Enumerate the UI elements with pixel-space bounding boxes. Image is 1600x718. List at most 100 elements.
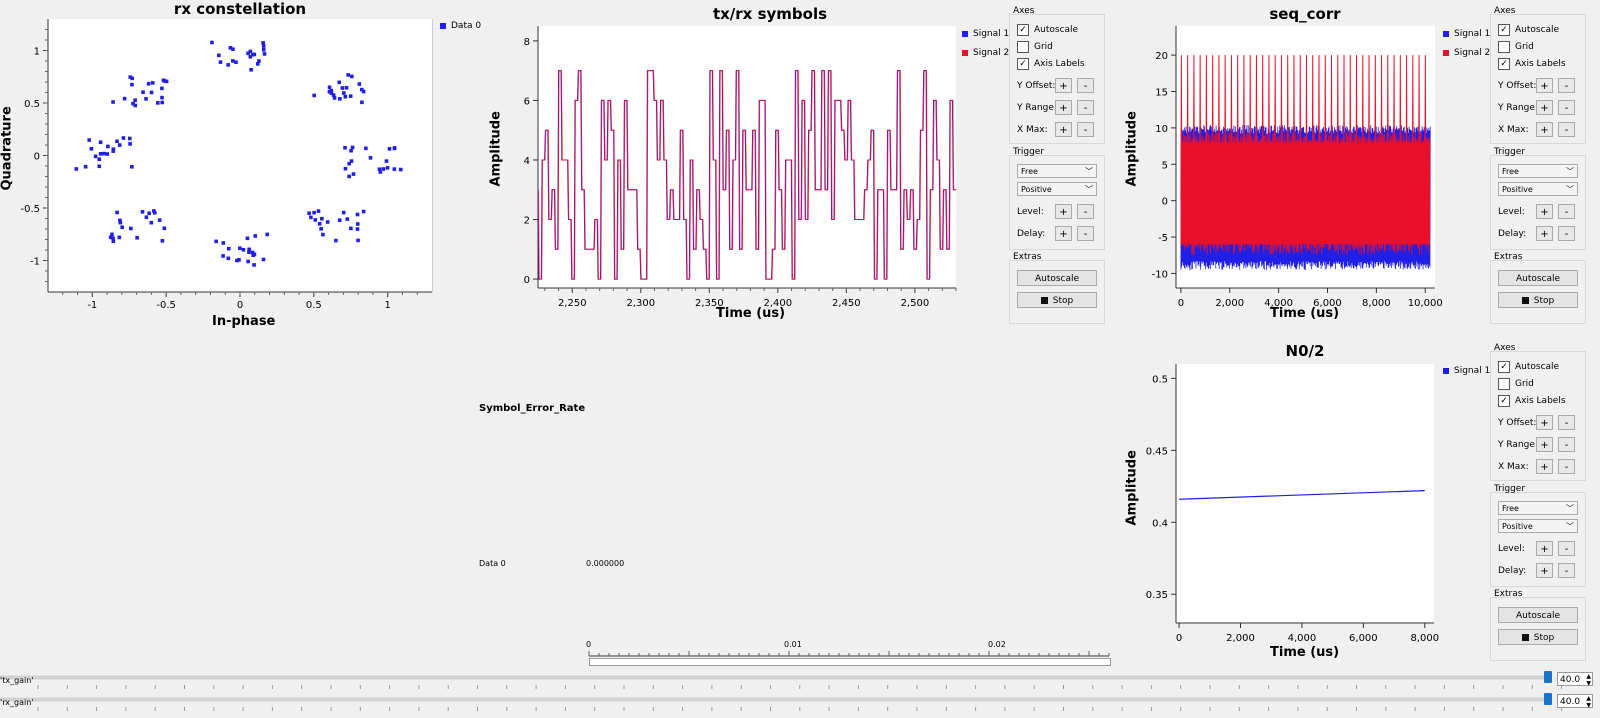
- grid-checkbox[interactable]: Grid: [1017, 41, 1053, 53]
- checkbox-icon[interactable]: ✓: [1498, 395, 1510, 407]
- y-range-label: Y Range:: [1498, 103, 1538, 113]
- trigger-mode-select[interactable]: Free ﹀: [1498, 501, 1578, 515]
- scatter-point: [108, 235, 113, 240]
- y-range-plus-button[interactable]: +: [1536, 100, 1553, 115]
- checkbox-icon[interactable]: ✓: [1498, 24, 1510, 36]
- delay-plus-button[interactable]: +: [1055, 226, 1072, 241]
- autoscale-checkbox[interactable]: ✓ Autoscale: [1498, 361, 1559, 373]
- checkbox-icon[interactable]: [1498, 41, 1510, 53]
- trigger-mode-select[interactable]: Free ﹀: [1498, 164, 1578, 178]
- x-tick-label: -1: [87, 300, 97, 311]
- autoscale-button[interactable]: Autoscale: [1017, 270, 1097, 286]
- y-range-plus-button[interactable]: +: [1536, 437, 1553, 452]
- ser-scale-svg: [588, 651, 1110, 657]
- axis-labels-checkbox[interactable]: ✓ Axis Labels: [1498, 58, 1566, 70]
- x-max-minus-button[interactable]: -: [1558, 122, 1575, 137]
- y-offset-plus-button[interactable]: +: [1055, 78, 1072, 93]
- scatter-point: [392, 146, 397, 150]
- trigger-slope-select[interactable]: Positive ﹀: [1498, 519, 1578, 533]
- x-max-plus-button[interactable]: +: [1536, 459, 1553, 474]
- level-plus-button[interactable]: +: [1055, 204, 1072, 219]
- x-tick-label: 1: [385, 300, 391, 311]
- delay-minus-button[interactable]: -: [1558, 226, 1575, 241]
- scatter-point: [238, 246, 242, 250]
- legend-data0: Data 0: [451, 21, 482, 31]
- stop-button[interactable]: Stop: [1498, 629, 1578, 645]
- scatter-point: [218, 60, 223, 64]
- y-range-minus-button[interactable]: -: [1558, 100, 1575, 115]
- ser-scale-0: 0: [586, 640, 592, 649]
- checkbox-label: Autoscale: [1515, 25, 1560, 35]
- spin-arrows-icon[interactable]: ▲ ▼: [1586, 695, 1591, 709]
- autoscale-checkbox[interactable]: ✓ Autoscale: [1498, 24, 1559, 36]
- stop-button[interactable]: Stop: [1017, 292, 1097, 308]
- extras-group: [1490, 597, 1586, 661]
- level-minus-button[interactable]: -: [1558, 204, 1575, 219]
- level-minus-button[interactable]: -: [1077, 204, 1094, 219]
- checkbox-icon[interactable]: ✓: [1498, 58, 1510, 70]
- scatter-point: [345, 217, 350, 221]
- x-max-plus-button[interactable]: +: [1536, 122, 1553, 137]
- checkbox-icon[interactable]: [1498, 378, 1510, 390]
- scatter-point: [128, 142, 132, 146]
- spin-arrows-icon[interactable]: ▲ ▼: [1586, 673, 1591, 687]
- y-offset-label: Y Offset:: [1498, 418, 1537, 428]
- delay-minus-button[interactable]: -: [1077, 226, 1094, 241]
- grid-checkbox[interactable]: Grid: [1498, 41, 1534, 53]
- y-offset-plus-button[interactable]: +: [1536, 78, 1553, 93]
- stop-button[interactable]: Stop: [1498, 292, 1578, 308]
- axes-group: [1009, 14, 1105, 144]
- scatter-point: [356, 238, 360, 243]
- checkbox-icon[interactable]: [1017, 41, 1029, 53]
- grid-checkbox[interactable]: Grid: [1498, 378, 1534, 390]
- y-range-plus-button[interactable]: +: [1055, 100, 1072, 115]
- y-tick-label: 6: [524, 96, 530, 107]
- x-max-minus-button[interactable]: -: [1558, 459, 1575, 474]
- delay-plus-button[interactable]: +: [1536, 563, 1553, 578]
- txrx-svg: 2,250 2,300 2,350 2,400 2,450 2,500 8 6 4 2 0: [524, 26, 957, 309]
- y-offset-minus-button[interactable]: -: [1558, 78, 1575, 93]
- axis-labels-checkbox[interactable]: ✓ Axis Labels: [1017, 58, 1085, 70]
- trigger-mode-select[interactable]: Free ﹀: [1017, 164, 1097, 178]
- delay-plus-button[interactable]: +: [1536, 226, 1553, 241]
- y-offset-minus-button[interactable]: -: [1558, 415, 1575, 430]
- y-range-minus-button[interactable]: -: [1077, 100, 1094, 115]
- level-plus-button[interactable]: +: [1536, 204, 1553, 219]
- scatter-point: [392, 167, 397, 171]
- y-offset-plus-button[interactable]: +: [1536, 415, 1553, 430]
- y-tick-label: -5: [1158, 233, 1168, 244]
- trigger-group: [1009, 155, 1105, 250]
- autoscale-button[interactable]: Autoscale: [1498, 270, 1578, 286]
- scatter-point: [249, 68, 253, 72]
- seqcorr-ylabel: Amplitude: [1124, 111, 1140, 187]
- checkbox-icon[interactable]: ✓: [1017, 58, 1029, 70]
- x-max-label: X Max:: [1017, 125, 1048, 135]
- seqcorr-legend-2: Signal 2: [1443, 48, 1490, 58]
- checkbox-icon[interactable]: ✓: [1498, 361, 1510, 373]
- y-range-minus-button[interactable]: -: [1558, 437, 1575, 452]
- rx-gain-handle[interactable]: [1544, 693, 1552, 705]
- level-plus-button[interactable]: +: [1536, 541, 1553, 556]
- level-minus-button[interactable]: -: [1558, 541, 1575, 556]
- scatter-point: [117, 235, 122, 240]
- extras-group: [1490, 260, 1586, 324]
- tx-gain-spinbox[interactable]: 40.0 ▲ ▼: [1557, 672, 1593, 687]
- scatter-point: [217, 53, 221, 58]
- axis-labels-checkbox[interactable]: ✓ Axis Labels: [1498, 395, 1566, 407]
- x-tick-label: 6,000: [1349, 633, 1378, 644]
- x-tick-label: -0.5: [156, 300, 176, 311]
- delay-minus-button[interactable]: -: [1558, 563, 1575, 578]
- autoscale-checkbox[interactable]: ✓ Autoscale: [1017, 24, 1078, 36]
- trigger-slope-select[interactable]: Positive ﹀: [1498, 182, 1578, 196]
- scatter-point: [348, 94, 353, 98]
- x-max-minus-button[interactable]: -: [1077, 122, 1094, 137]
- x-max-plus-button[interactable]: +: [1055, 122, 1072, 137]
- rx-gain-spinbox[interactable]: 40.0 ▲ ▼: [1557, 694, 1593, 709]
- trigger-slope-select[interactable]: Positive ﹀: [1017, 182, 1097, 196]
- checkbox-icon[interactable]: ✓: [1017, 24, 1029, 36]
- autoscale-button[interactable]: Autoscale: [1498, 607, 1578, 623]
- tx-gain-handle[interactable]: [1544, 671, 1552, 683]
- scatter-point: [121, 136, 126, 140]
- y-offset-minus-button[interactable]: -: [1077, 78, 1094, 93]
- scatter-point: [398, 167, 403, 172]
